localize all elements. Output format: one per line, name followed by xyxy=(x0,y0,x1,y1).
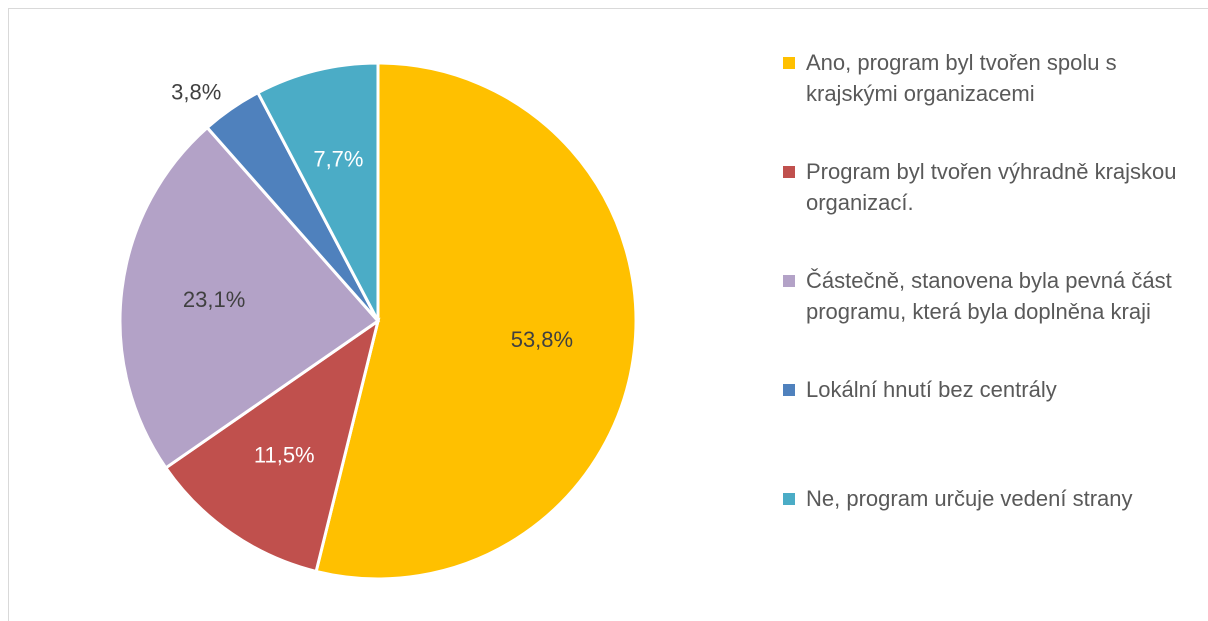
pie-slice xyxy=(118,125,381,470)
legend-item: Ano, program byl tvořen spolu s krajským… xyxy=(783,47,1203,109)
legend-label: Částečně, stanovena byla pevná část prog… xyxy=(806,268,1172,324)
legend-item: Částečně, stanovena byla pevná část prog… xyxy=(783,265,1203,327)
legend-item: Program byl tvořen výhradně krajskou org… xyxy=(783,156,1203,218)
legend-swatch xyxy=(783,57,795,69)
legend-item: Lokální hnutí bez centrály xyxy=(783,374,1203,405)
legend-label: Ne, program určuje vedení strany xyxy=(806,486,1133,511)
data-label: 11,5% xyxy=(254,443,315,468)
pie-slice xyxy=(314,61,638,581)
data-label: 23,1% xyxy=(183,287,245,312)
legend-swatch xyxy=(783,166,795,178)
legend-swatch xyxy=(783,275,795,287)
data-label: 7,7% xyxy=(313,147,363,172)
pie-slice xyxy=(255,61,380,322)
legend-label: Program byl tvořen výhradně krajskou org… xyxy=(806,159,1177,215)
legend-item: Ne, program určuje vedení strany xyxy=(783,483,1203,514)
legend-label: Lokální hnutí bez centrály xyxy=(806,377,1057,402)
chart-border xyxy=(8,8,1208,621)
data-label: 3,8% xyxy=(171,80,221,105)
legend-swatch xyxy=(783,493,795,505)
legend-swatch xyxy=(783,384,795,396)
legend-label: Ano, program byl tvořen spolu s krajským… xyxy=(806,50,1117,106)
data-label: 53,8% xyxy=(511,327,573,352)
pie-slice xyxy=(163,317,381,574)
